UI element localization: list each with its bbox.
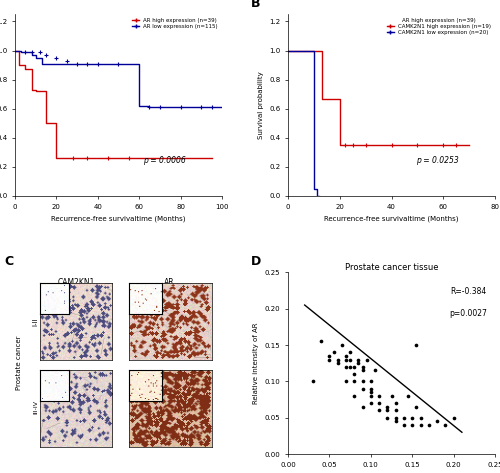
Point [350,392,358,400]
Point [358,367,366,374]
Point [358,377,366,385]
Point [375,407,383,414]
Point [404,392,412,400]
Point [412,403,420,411]
Point [358,363,366,371]
Point [326,356,334,363]
Point [350,363,358,371]
Point [346,356,354,363]
Text: R=-0.384: R=-0.384 [450,287,486,296]
Point [342,352,350,359]
Text: p=0.0027: p=0.0027 [449,309,486,318]
Point [326,352,334,359]
Point [350,370,358,378]
Point [392,418,400,425]
Text: D: D [251,255,261,268]
Point [400,414,408,421]
Point [367,392,375,400]
Point [358,403,366,411]
Text: p = 0.0006: p = 0.0006 [144,156,186,165]
Point [384,403,392,411]
Point [358,385,366,393]
Point [408,414,416,421]
Point [384,407,392,414]
Text: I-II: I-II [32,317,38,325]
Point [346,349,354,356]
Y-axis label: Survival probability: Survival probability [258,71,264,139]
Point [362,356,370,363]
Point [354,359,362,367]
Point [367,377,375,385]
Text: C: C [4,255,14,268]
Point [392,407,400,414]
Point [450,414,458,421]
Legend: CAMK2N1 high expression (n=19), CAMK2N1 low expression (n=20): CAMK2N1 high expression (n=19), CAMK2N1 … [386,17,492,36]
X-axis label: Recurrence-free survivaltime (Months): Recurrence-free survivaltime (Months) [51,215,186,222]
Y-axis label: Relative intensity of AR: Relative intensity of AR [253,323,259,404]
Point [346,363,354,371]
Legend: AR high expression (n=39), AR low expression (n=115): AR high expression (n=39), AR low expres… [131,17,219,30]
Point [375,399,383,407]
Point [342,363,350,371]
Point [317,338,325,345]
Text: p = 0.0253: p = 0.0253 [416,156,459,165]
Point [338,341,346,349]
Point [354,356,362,363]
Point [425,421,433,429]
Point [371,367,379,374]
Point [330,349,338,356]
Point [384,414,392,421]
Point [433,418,441,425]
Text: B: B [251,0,260,10]
Point [442,421,450,429]
Point [416,421,424,429]
Point [342,356,350,363]
Point [367,399,375,407]
X-axis label: Recurrence-free survivaltime (Months): Recurrence-free survivaltime (Months) [324,215,459,222]
Point [416,414,424,421]
Point [350,377,358,385]
Point [388,392,396,400]
Text: Prostate cancer: Prostate cancer [16,336,22,390]
Point [334,359,342,367]
Point [412,341,420,349]
Point [375,392,383,400]
Point [408,421,416,429]
Text: AR: AR [164,278,174,287]
Point [342,377,350,385]
Point [392,399,400,407]
Point [392,414,400,421]
Point [334,356,342,363]
Point [367,385,375,393]
Point [400,421,408,429]
Point [309,377,317,385]
Title: Prostate cancer tissue: Prostate cancer tissue [345,263,438,272]
Text: III-IV: III-IV [33,400,38,414]
Point [367,388,375,396]
Text: CAM2KN1: CAM2KN1 [58,278,94,287]
